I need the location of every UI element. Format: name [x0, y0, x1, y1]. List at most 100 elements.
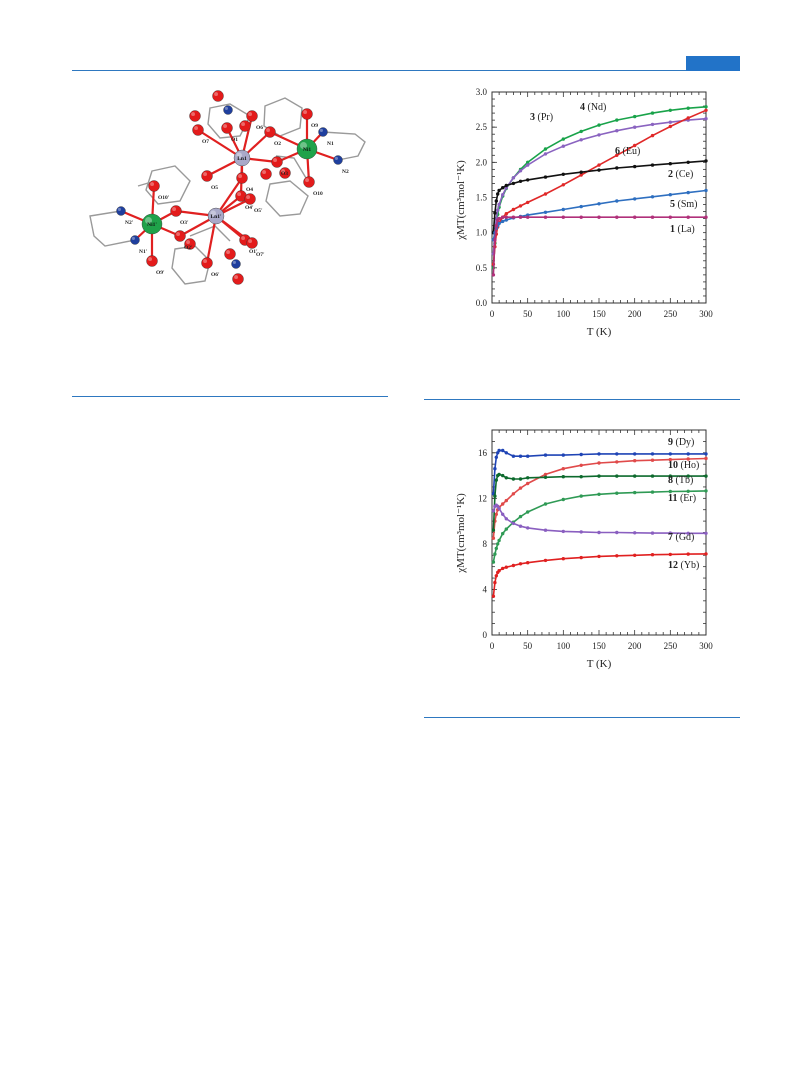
data-point — [668, 552, 672, 557]
data-point — [561, 207, 565, 212]
atom-o-highlight — [148, 257, 152, 261]
data-point — [597, 133, 601, 137]
data-point — [615, 199, 619, 203]
data-point — [633, 197, 637, 201]
atom-label: O6' — [211, 272, 220, 278]
data-point — [511, 563, 516, 568]
series-label: 4 (Nd) — [580, 102, 606, 113]
data-point — [686, 531, 690, 535]
chart-light-lanthanides: 0 50 100 150 200 250 300 0.0 0.5 1.0 1.5 2.0 2.5 3.0 T… — [430, 82, 730, 352]
data-point — [543, 210, 548, 214]
x-tick-label: 300 — [699, 641, 713, 651]
atom-label: O2 — [274, 141, 281, 147]
data-point — [615, 153, 619, 157]
data-point — [504, 527, 508, 531]
data-point — [668, 474, 672, 478]
data-point — [497, 538, 501, 543]
series-line-dy — [492, 449, 706, 494]
y-tick-label: 1.0 — [476, 228, 488, 238]
atom-label: N1 — [327, 141, 334, 147]
data-point — [491, 594, 496, 598]
data-point — [494, 574, 498, 578]
atom-o-highlight — [273, 158, 277, 162]
data-point — [496, 208, 500, 212]
data-point — [704, 108, 708, 112]
data-point — [504, 218, 508, 222]
atom-o-highlight — [214, 92, 218, 96]
data-point — [504, 565, 508, 569]
data-point — [633, 114, 637, 119]
data-point — [561, 172, 565, 176]
atom-ni-highlight — [300, 142, 307, 149]
y-axis-label: χMT(cm³mol⁻¹K) — [455, 493, 467, 574]
atom-label: O10' — [158, 195, 170, 201]
data-point — [615, 474, 619, 478]
data-point — [704, 159, 708, 163]
data-point — [497, 569, 501, 573]
data-point — [686, 489, 690, 493]
x-tick-label: 200 — [628, 309, 642, 319]
data-point — [526, 526, 530, 530]
atom-o-highlight — [194, 126, 198, 130]
data-point — [543, 475, 548, 479]
atom-o — [212, 90, 224, 102]
data-point — [633, 452, 637, 456]
atom-label: O4' — [245, 205, 254, 211]
data-point — [497, 202, 501, 207]
data-point — [494, 478, 498, 482]
atom-o — [279, 167, 291, 179]
data-point — [650, 215, 655, 219]
y-tick-label: 8 — [483, 539, 488, 549]
y-tick-label: 0 — [483, 630, 488, 640]
atom-o-highlight — [186, 240, 190, 244]
data-point — [704, 531, 708, 535]
atom-label: O7 — [202, 139, 209, 145]
atom-o — [239, 120, 251, 132]
atom-label: O1' — [249, 249, 258, 255]
data-point — [543, 558, 548, 563]
data-point — [543, 192, 548, 196]
data-point — [597, 554, 601, 559]
data-point — [518, 179, 523, 183]
data-point — [518, 486, 523, 490]
data-point — [579, 170, 583, 174]
atom-o — [170, 205, 182, 217]
data-point — [497, 221, 501, 226]
atom-o-highlight — [305, 178, 309, 182]
data-point — [493, 552, 497, 556]
atom-o — [246, 110, 258, 122]
data-point — [668, 162, 672, 166]
x-tick-label: 200 — [628, 641, 642, 651]
data-point — [579, 463, 583, 467]
atom-o — [224, 248, 236, 260]
data-point — [501, 193, 505, 197]
atom-n — [116, 206, 126, 216]
atom-o — [221, 122, 233, 134]
atom-o — [236, 172, 248, 184]
data-point — [504, 476, 508, 480]
x-tick-label: 250 — [664, 309, 678, 319]
header-rule — [72, 70, 740, 71]
series-label: 5 (Sm) — [670, 199, 698, 210]
data-point — [493, 238, 497, 242]
chart-heavy-lanthanides: 0 50 100 150 200 250 300 0 4 8 12 16 T (K) χMT(cm³mol… — [430, 420, 730, 680]
ligand-frame — [275, 155, 307, 179]
data-point — [504, 212, 508, 216]
y-tick-label: 16 — [478, 448, 488, 458]
atom-o-highlight — [241, 122, 245, 126]
data-point — [543, 472, 548, 477]
data-point — [511, 521, 516, 526]
data-point — [526, 200, 530, 205]
data-point — [518, 454, 523, 458]
data-point — [686, 452, 690, 456]
data-point — [491, 273, 496, 277]
data-point — [668, 215, 672, 219]
x-tick-label: 50 — [523, 641, 533, 651]
series-label: 3 (Pr) — [530, 112, 553, 123]
x-tick-label: 100 — [557, 309, 571, 319]
series-label: 1 (La) — [670, 224, 695, 235]
data-point — [497, 506, 501, 511]
atom-o — [201, 170, 213, 182]
data-point — [633, 164, 637, 169]
data-point — [504, 215, 508, 219]
